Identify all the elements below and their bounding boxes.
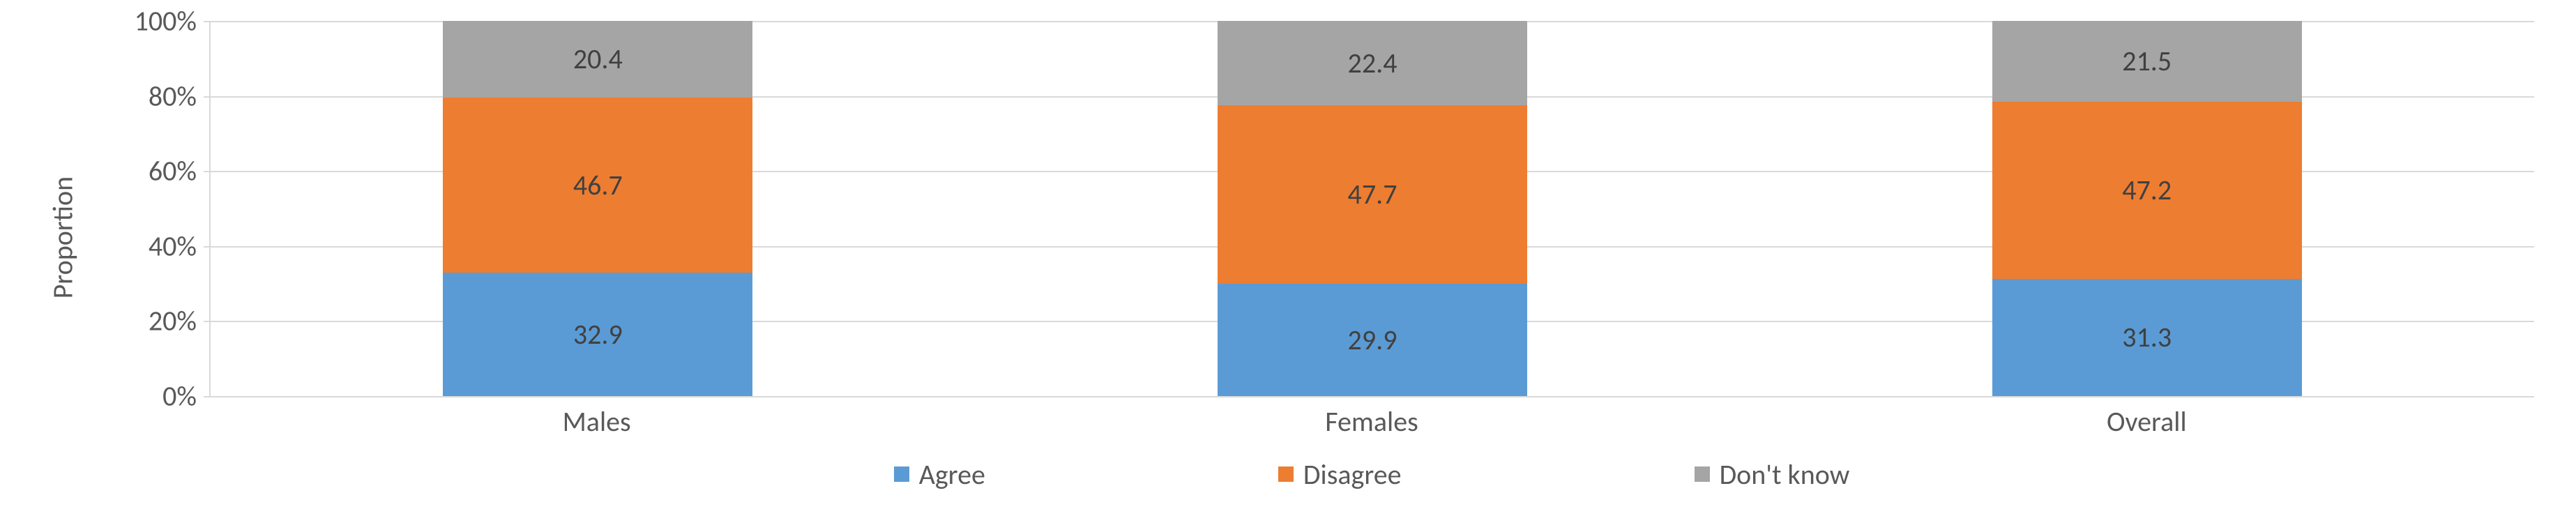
y-tick-label: 60% [149,154,211,188]
bar-segment: 22.4 [1218,21,1527,105]
x-tick-label: Males [209,404,984,446]
y-tick-label: 20% [149,304,211,338]
bar-segment: 20.4 [443,21,752,98]
y-tick-label: 100% [135,4,211,38]
bar-segment: 31.3 [1992,279,2302,396]
x-tick-label: Females [984,404,1759,446]
legend-item: Don't know [1695,453,1850,495]
bar-segment: 29.9 [1218,284,1527,396]
y-tick-label: 40% [149,229,211,263]
bar-segment: 47.2 [1992,102,2302,279]
bars-container: 32.946.720.4 29.947.722.4 31.347.221.5 [211,21,2534,396]
legend-swatch [894,466,909,482]
y-axis-label: Proportion [46,176,80,299]
bar-segment: 21.5 [1992,21,2302,102]
bar: 31.347.221.5 [1992,21,2302,396]
plot-area: 32.946.720.429.947.722.431.347.221.5 0%2… [209,21,2534,397]
bar-slot: 31.347.221.5 [1759,21,2534,396]
bar-segment: 47.7 [1218,105,1527,284]
legend-item: Agree [894,453,985,495]
bar: 29.947.722.4 [1218,21,1527,396]
y-tick-label: 0% [162,379,211,413]
stacked-bar-chart: Proportion 32.946.720.429.947.722.431.34… [0,0,2576,516]
bar-slot: 29.947.722.4 [985,21,1760,396]
legend-swatch [1695,466,1710,482]
bar-segment: 46.7 [443,98,752,273]
legend-item: Disagree [1278,453,1402,495]
bar-segment: 32.9 [443,273,752,396]
legend-label: Disagree [1303,457,1402,492]
legend-swatch [1278,466,1294,482]
bar: 32.946.720.4 [443,21,752,396]
y-tick-label: 80% [149,79,211,113]
legend-label: Agree [919,457,985,492]
x-tick-label: Overall [1759,404,2534,446]
bar-slot: 32.946.720.4 [211,21,985,396]
x-axis: MalesFemalesOverall [209,404,2534,446]
legend: Agree Disagree Don't know [209,453,2534,495]
legend-label: Don't know [1720,457,1850,492]
